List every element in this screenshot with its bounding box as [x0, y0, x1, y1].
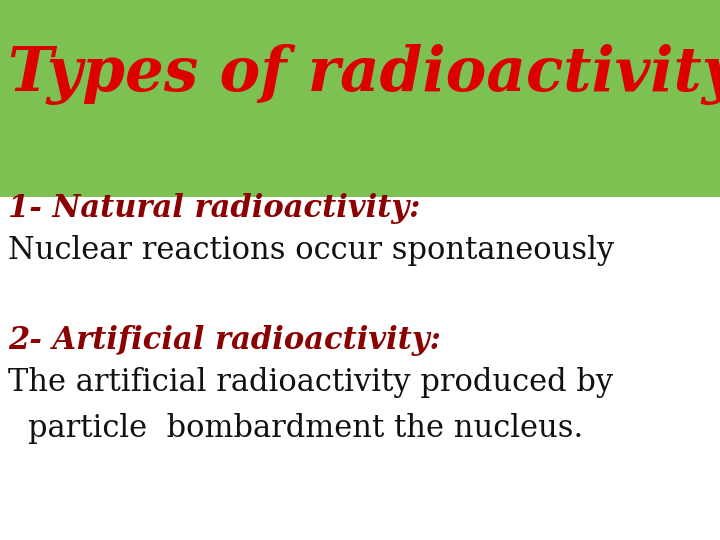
- Text: particle  bombardment the nucleus.: particle bombardment the nucleus.: [28, 413, 583, 443]
- Bar: [0, 0, 720, 197]
- Text: Nuclear reactions occur spontaneously: Nuclear reactions occur spontaneously: [8, 234, 614, 266]
- Text: 1- Natural radioactivity:: 1- Natural radioactivity:: [8, 192, 420, 224]
- Text: The artificial radioactivity produced by: The artificial radioactivity produced by: [8, 367, 613, 397]
- Text: 2- Artificial radioactivity:: 2- Artificial radioactivity:: [8, 325, 441, 355]
- Text: Types of radioactivity: Types of radioactivity: [8, 44, 720, 105]
